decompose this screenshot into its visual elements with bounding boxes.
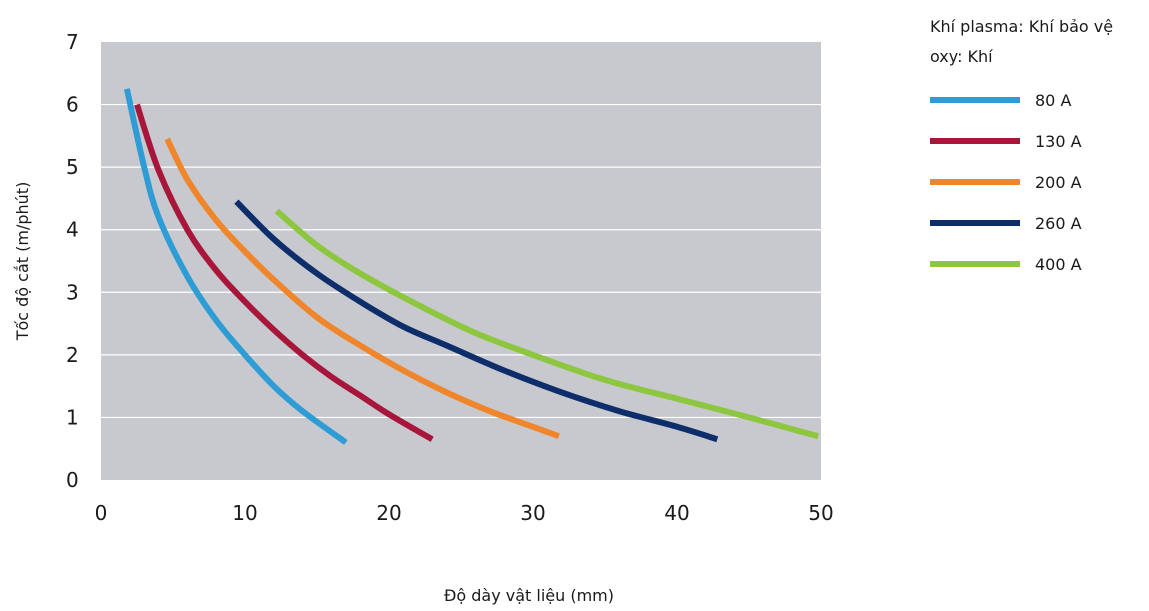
legend-title-line-2: oxy: Khí — [930, 47, 993, 66]
y-tick-label: 5 — [66, 155, 79, 179]
legend-label: 400 A — [1035, 255, 1082, 274]
y-tick-labels: 0 1 2 3 4 5 6 7 — [66, 30, 79, 492]
series-line-80-a — [123, 88, 348, 445]
y-tick-label: 0 — [66, 468, 79, 492]
y-tick-label: 6 — [66, 93, 79, 117]
legend: Khí plasma: Khí bảo vệ oxy: Khí 80 A 130 … — [930, 17, 1113, 274]
legend-label: 260 A — [1035, 214, 1082, 233]
legend-items: 80 A 130 A 200 A 260 A 400 A — [930, 91, 1082, 274]
x-tick-label: 30 — [520, 501, 545, 525]
series-line-200-a — [164, 137, 560, 440]
y-axis-label: Tốc độ cắt (m/phút) — [13, 182, 32, 342]
x-tick-labels: 0 10 20 30 40 50 — [95, 501, 834, 525]
series-line-400-a — [274, 208, 819, 440]
y-tick-label: 1 — [66, 405, 79, 429]
legend-label: 200 A — [1035, 173, 1082, 192]
x-tick-label: 50 — [808, 501, 833, 525]
series-line-130-a — [134, 103, 434, 442]
x-tick-label: 0 — [95, 501, 108, 525]
x-tick-label: 10 — [232, 501, 257, 525]
legend-label: 130 A — [1035, 132, 1082, 151]
y-tick-label: 4 — [66, 218, 79, 242]
y-tick-label: 3 — [66, 280, 79, 304]
x-tick-label: 20 — [376, 501, 401, 525]
x-tick-label: 40 — [664, 501, 689, 525]
y-tick-label: 7 — [66, 30, 79, 54]
legend-title-line-1: Khí plasma: Khí bảo vệ — [930, 17, 1113, 36]
y-tick-label: 2 — [66, 343, 79, 367]
series-line-260-a — [234, 199, 719, 443]
series-lines — [123, 88, 819, 445]
x-axis-label: Độ dày vật liệu (mm) — [444, 586, 614, 605]
legend-label: 80 A — [1035, 91, 1071, 110]
